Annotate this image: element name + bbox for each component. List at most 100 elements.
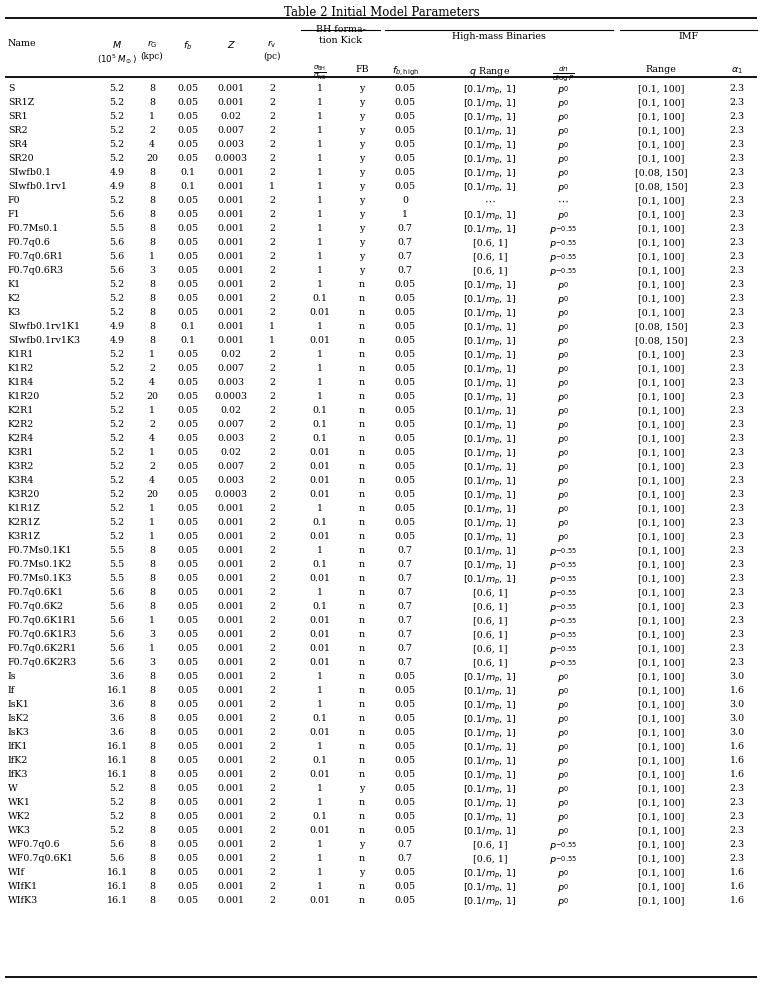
Text: 2: 2: [269, 700, 275, 709]
Text: [0.6, 1]: [0.6, 1]: [473, 266, 507, 275]
Text: [0.1, 100]: [0.1, 100]: [638, 574, 684, 583]
Text: 0.7: 0.7: [398, 602, 413, 611]
Text: y: y: [359, 182, 365, 191]
Text: 2.3: 2.3: [729, 112, 745, 121]
Text: 0.05: 0.05: [178, 560, 198, 569]
Text: $[0.1/m_p,\,1]$: $[0.1/m_p,\,1]$: [463, 518, 517, 531]
Text: F1: F1: [8, 210, 21, 219]
Text: n: n: [359, 294, 365, 303]
Text: 0.05: 0.05: [178, 112, 198, 121]
Text: 0.7: 0.7: [398, 224, 413, 233]
Text: 2: 2: [269, 504, 275, 513]
Text: [0.08, 150]: [0.08, 150]: [635, 322, 687, 331]
Text: $P^0$: $P^0$: [557, 728, 569, 741]
Text: 0.05: 0.05: [394, 826, 416, 835]
Text: [0.1, 100]: [0.1, 100]: [638, 714, 684, 723]
Text: 1: 1: [317, 784, 323, 793]
Text: 0.003: 0.003: [217, 476, 245, 485]
Text: [0.1, 100]: [0.1, 100]: [638, 686, 684, 695]
Text: K1R2: K1R2: [8, 364, 34, 373]
Text: 0.05: 0.05: [178, 812, 198, 821]
Text: 0.001: 0.001: [217, 266, 244, 275]
Text: 0.05: 0.05: [178, 896, 198, 905]
Text: SR1Z: SR1Z: [8, 98, 34, 107]
Text: 0.05: 0.05: [394, 126, 416, 135]
Text: WK1: WK1: [8, 798, 31, 807]
Text: $P^0$: $P^0$: [557, 84, 569, 97]
Text: $P^0$: $P^0$: [557, 308, 569, 320]
Text: [0.1, 100]: [0.1, 100]: [638, 224, 684, 233]
Text: 1: 1: [317, 280, 323, 289]
Text: 2: 2: [269, 350, 275, 359]
Text: 0.01: 0.01: [310, 826, 330, 835]
Text: n: n: [359, 672, 365, 681]
Text: $[0.1/m_p,\,1]$: $[0.1/m_p,\,1]$: [463, 756, 517, 769]
Text: 5.2: 5.2: [109, 140, 124, 149]
Text: 5.6: 5.6: [109, 644, 124, 653]
Text: 0.02: 0.02: [221, 112, 242, 121]
Text: n: n: [359, 504, 365, 513]
Text: n: n: [359, 406, 365, 415]
Text: K3: K3: [8, 308, 21, 317]
Text: 2: 2: [269, 154, 275, 163]
Text: 2.3: 2.3: [729, 98, 745, 107]
Text: y: y: [359, 840, 365, 849]
Text: $P^0$: $P^0$: [557, 322, 569, 335]
Text: n: n: [359, 602, 365, 611]
Text: 0.05: 0.05: [178, 448, 198, 457]
Text: $P^0$: $P^0$: [557, 448, 569, 461]
Text: [0.1, 100]: [0.1, 100]: [638, 882, 684, 891]
Text: $[0.1/m_p,\,1]$: $[0.1/m_p,\,1]$: [463, 700, 517, 713]
Text: $P^{-0.55}$: $P^{-0.55}$: [549, 840, 577, 853]
Text: IMF: IMF: [678, 32, 699, 41]
Text: 0.05: 0.05: [394, 378, 416, 387]
Text: 8: 8: [149, 868, 155, 877]
Text: [0.1, 100]: [0.1, 100]: [638, 294, 684, 303]
Text: 0.7: 0.7: [398, 252, 413, 261]
Text: n: n: [359, 588, 365, 597]
Text: 16.1: 16.1: [106, 896, 127, 905]
Text: $P^{-0.55}$: $P^{-0.55}$: [549, 602, 577, 615]
Text: 3.0: 3.0: [729, 672, 745, 681]
Text: 0.05: 0.05: [394, 868, 416, 877]
Text: 2: 2: [269, 84, 275, 93]
Text: [0.1, 100]: [0.1, 100]: [638, 140, 684, 149]
Text: 5.6: 5.6: [109, 602, 124, 611]
Text: 0.05: 0.05: [178, 532, 198, 541]
Text: 20: 20: [146, 392, 158, 401]
Text: (pc): (pc): [263, 52, 281, 61]
Text: 0.05: 0.05: [394, 728, 416, 737]
Text: $[0.1/m_p,\,1]$: $[0.1/m_p,\,1]$: [463, 784, 517, 797]
Text: 8: 8: [149, 238, 155, 247]
Text: 5.6: 5.6: [109, 252, 124, 261]
Text: FB: FB: [356, 65, 369, 74]
Text: 0.05: 0.05: [178, 882, 198, 891]
Text: 2: 2: [149, 462, 155, 471]
Text: [0.6, 1]: [0.6, 1]: [473, 238, 507, 247]
Text: $P^{-0.55}$: $P^{-0.55}$: [549, 224, 577, 236]
Text: 2: 2: [269, 560, 275, 569]
Text: 0.1: 0.1: [313, 602, 327, 611]
Text: WIfK3: WIfK3: [8, 896, 38, 905]
Text: 5.2: 5.2: [109, 448, 124, 457]
Text: n: n: [359, 560, 365, 569]
Text: 1: 1: [317, 588, 323, 597]
Text: 5.2: 5.2: [109, 196, 124, 205]
Text: K1: K1: [8, 280, 21, 289]
Text: 2: 2: [269, 168, 275, 177]
Text: 20: 20: [146, 154, 158, 163]
Text: $P^0$: $P^0$: [557, 112, 569, 124]
Text: 0.05: 0.05: [394, 490, 416, 499]
Text: F0.7Ms0.1K3: F0.7Ms0.1K3: [8, 574, 72, 583]
Text: 2: 2: [269, 798, 275, 807]
Text: 0.7: 0.7: [398, 630, 413, 639]
Text: $P^0$: $P^0$: [557, 378, 569, 391]
Text: 2.3: 2.3: [729, 532, 745, 541]
Text: $P^{-0.55}$: $P^{-0.55}$: [549, 252, 577, 265]
Text: 5.2: 5.2: [109, 798, 124, 807]
Text: $P^0$: $P^0$: [557, 462, 569, 475]
Text: 5.2: 5.2: [109, 378, 124, 387]
Text: n: n: [359, 392, 365, 401]
Text: 0.05: 0.05: [394, 896, 416, 905]
Text: $[0.1/m_p,\,1]$: $[0.1/m_p,\,1]$: [463, 462, 517, 475]
